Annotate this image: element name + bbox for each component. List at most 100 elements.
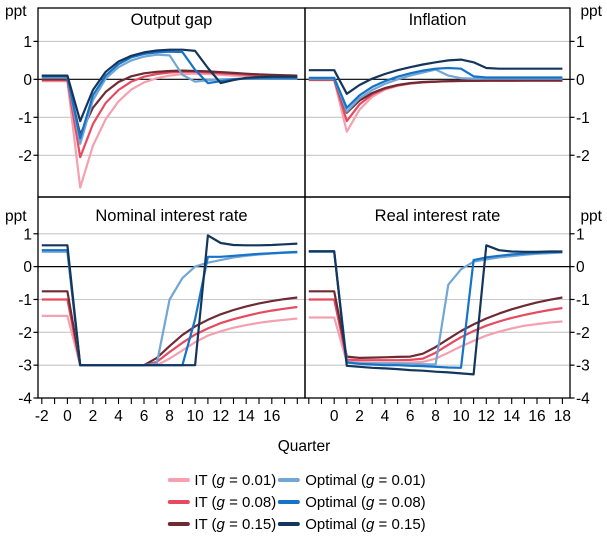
legend-label-g: g [366,471,375,489]
series-line-opt_g008-real-interest-rate [308,250,563,369]
series-line-opt_g008-inflation [308,66,563,109]
legend-item-it-g001: IT (g = 0.01) [167,469,276,491]
series-line-opt_g015-real-interest-rate [308,244,563,376]
y-tick-label: 1 [576,226,585,243]
legend-item-it-g008: IT (g = 0.08) [167,491,276,513]
unit-label-ppt: ppt [5,208,27,225]
series-line-opt_g015-output-gap [41,48,298,123]
x-tick-label: 18 [554,408,571,425]
y-tick-label: 1 [576,34,585,51]
legend-label-opt-g001: Optimal (g = 0.01) [305,472,425,489]
series-line-opt_g015-nominal-interest-rate [41,234,298,367]
series-group-inflation [308,58,563,133]
legend-label-prefix: IT ( [194,515,217,533]
legend-label-g: g [366,515,375,533]
y-tick-label: -1 [18,292,32,309]
x-tick-label: 4 [381,408,390,425]
y-tick-label: 0 [576,259,585,276]
legend-swatch-opt-g001 [278,477,301,483]
x-tick-label: 16 [263,408,280,425]
legend-label-it-g001: IT (g = 0.01) [194,472,276,489]
series-line-it_g015-real-interest-rate [308,290,563,359]
unit-label-ppt: ppt [5,3,27,20]
y-tick-label: 1 [23,34,32,51]
legend-label-suffix: = 0.01) [224,471,277,489]
x-tick-label: 14 [238,408,256,425]
y-tick-label: -3 [18,358,32,375]
panel-title-nominal-interest-rate: Nominal interest rate [95,207,247,225]
y-tick-label: -2 [576,148,590,165]
legend-label-opt-g015: Optimal (g = 0.15) [305,516,425,533]
y-tick-label: 0 [23,72,32,89]
legend-label-g: g [216,471,225,489]
unit-label-ppt: ppt [580,208,602,225]
x-tick-label: 8 [165,408,174,425]
x-tick-label: 2 [355,408,364,425]
legend-swatch-opt-g008 [278,499,301,505]
legend-swatch-it-g008 [167,499,190,505]
y-tick-label: 0 [576,72,585,89]
legend-label-prefix: Optimal ( [305,493,367,511]
series-line-opt_g015-inflation [308,58,563,95]
series-line-opt_g008-output-gap [41,50,298,140]
legend-label-it-g008: IT (g = 0.08) [194,494,276,511]
legend-label-prefix: IT ( [194,471,217,489]
x-tick-label: 0 [63,408,72,425]
y-tick-label: -1 [18,110,32,127]
legend-swatch-it-g015 [167,521,190,527]
series-line-it_g008-inflation [308,78,563,123]
legend-swatch-opt-g015 [278,521,301,527]
x-tick-label: 6 [406,408,415,425]
x-tick-label: 12 [478,408,495,425]
panel-title-real-interest-rate: Real interest rate [375,207,501,225]
y-tick-label: -4 [576,391,590,408]
chart-legend: IT (g = 0.01) Optimal (g = 0.01) IT (g =… [167,469,426,535]
series-group-real-interest-rate [308,244,563,376]
legend-label-suffix: = 0.08) [224,493,277,511]
y-tick-label: -1 [576,292,590,309]
legend-label-opt-g008: Optimal (g = 0.08) [305,494,425,511]
series-line-it_g008-real-interest-rate [308,298,563,362]
x-tick-label: 14 [503,408,521,425]
legend-item-opt-g008: Optimal (g = 0.08) [278,491,426,513]
legend-label-suffix: = 0.01) [374,471,426,489]
legend-label-suffix: = 0.08) [374,493,426,511]
y-tick-label: -4 [18,391,32,408]
legend-item-opt-g015: Optimal (g = 0.15) [278,513,426,535]
x-tick-label: 10 [452,408,470,425]
legend-label-g: g [366,493,375,511]
panel-border-real-interest-rate [304,196,571,399]
y-tick-label: -2 [576,325,590,342]
x-tick-label: 6 [140,408,149,425]
x-tick-label: 16 [528,408,545,425]
legend-label-suffix: = 0.15) [374,515,426,533]
x-tick-label: 12 [212,408,229,425]
x-tick-label: 8 [431,408,440,425]
y-tick-label: -1 [576,110,590,127]
panel-title-output-gap: Output gap [131,11,213,29]
y-tick-label: 1 [23,226,32,243]
x-tick-label: -2 [35,408,49,425]
legend-swatch-it-g001 [167,477,190,483]
legend-label-prefix: Optimal ( [305,515,367,533]
x-tick-label: 2 [89,408,98,425]
legend-label-it-g015: IT (g = 0.15) [194,516,276,533]
series-line-it_g008-output-gap [41,70,298,159]
legend-label-g: g [216,515,225,533]
x-tick-label: 10 [186,408,204,425]
legend-label-prefix: IT ( [194,493,217,511]
legend-item-opt-g001: Optimal (g = 0.01) [278,469,426,491]
series-line-it_g015-output-gap [41,69,298,136]
legend-item-it-g015: IT (g = 0.15) [167,513,276,535]
y-tick-label: 0 [23,259,32,276]
x-tick-label: 4 [114,408,123,425]
x-tick-label: 0 [330,408,339,425]
series-line-opt_g008-nominal-interest-rate [41,249,298,367]
legend-label-prefix: Optimal ( [305,471,367,489]
y-tick-label: -2 [18,325,32,342]
y-tick-label: -3 [576,358,590,375]
unit-label-ppt: ppt [580,3,602,20]
series-group-output-gap [41,48,298,189]
